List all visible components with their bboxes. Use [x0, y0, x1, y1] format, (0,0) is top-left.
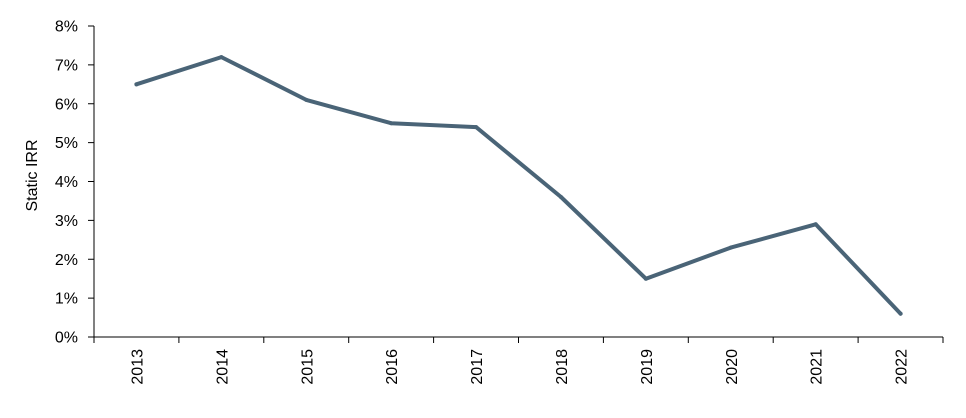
x-tick-label: 2016 [384, 349, 401, 385]
x-tick-label: 2021 [809, 349, 826, 385]
y-tick-label: 2% [55, 252, 78, 269]
data-point [474, 125, 479, 130]
y-tick-label: 0% [55, 330, 78, 347]
y-tick-label: 7% [55, 57, 78, 74]
series-line [134, 55, 903, 316]
x-tick-label: 2018 [554, 349, 571, 385]
data-point [813, 222, 818, 227]
x-tick-label: 2013 [129, 349, 146, 385]
series-layer [134, 55, 903, 316]
y-tick-label: 3% [55, 213, 78, 230]
data-point [898, 311, 903, 316]
x-tick-label: 2020 [724, 349, 741, 385]
x-tick-label: 2017 [469, 349, 486, 385]
data-point [558, 195, 563, 200]
x-tick-label: 2022 [894, 349, 911, 385]
y-tick-label: 4% [55, 174, 78, 191]
y-tick-label: 8% [55, 19, 78, 36]
x-tick-label: 2014 [214, 349, 231, 385]
y-tick-label: 1% [55, 291, 78, 308]
y-axis-title: Static IRR [24, 139, 41, 211]
data-point [643, 276, 648, 281]
data-point [728, 245, 733, 250]
y-axis-ticks: 0% 1% 2% 3% 4% 5% 6% 7% 8% [55, 19, 94, 347]
x-tick-label: 2015 [299, 349, 316, 385]
data-point [134, 82, 139, 87]
data-point [219, 55, 224, 60]
data-point [304, 97, 309, 102]
y-tick-label: 5% [55, 135, 78, 152]
x-tick-label: 2019 [639, 349, 656, 385]
y-tick-label: 6% [55, 96, 78, 113]
x-axis-ticks: 2013 2014 2015 2016 2017 2018 2019 2020 2021 2022 [93, 337, 944, 385]
data-point [389, 121, 394, 126]
